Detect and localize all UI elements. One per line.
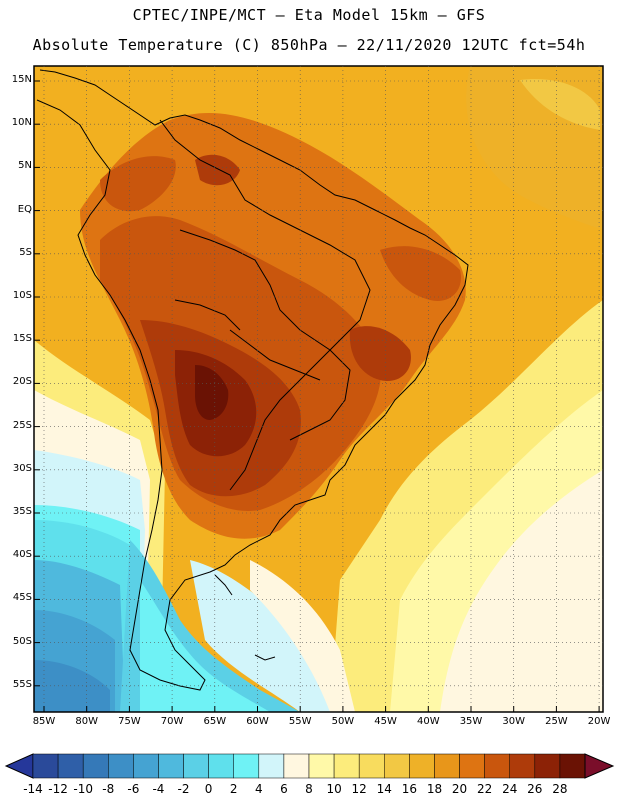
colorbar-swatch bbox=[333, 753, 360, 779]
colorbar-swatch bbox=[133, 753, 159, 779]
lat-label: 10S bbox=[12, 290, 32, 301]
colorbar-swatch bbox=[233, 753, 260, 779]
lat-label: 30S bbox=[12, 462, 32, 474]
lon-label: 20W bbox=[587, 716, 611, 727]
colorbar-label: 14 bbox=[376, 782, 392, 796]
colorbar-swatch bbox=[57, 753, 84, 779]
colorbar-label: -14 bbox=[23, 782, 43, 796]
colorbar-swatch bbox=[534, 753, 561, 779]
colorbar-label: 20 bbox=[451, 782, 468, 796]
lat-label: 40S bbox=[12, 549, 32, 561]
lat-label: 15N bbox=[11, 74, 32, 85]
colorbar-swatch bbox=[183, 753, 209, 779]
lon-label: 65W bbox=[203, 716, 227, 727]
lat-label: 25S bbox=[12, 419, 32, 431]
colorbar-swatch bbox=[409, 753, 435, 779]
lat-label: 15S bbox=[12, 333, 32, 345]
chart-title-line1: CPTEC/INPE/MCT — Eta Model 15km — GFS bbox=[132, 6, 486, 24]
colorbar-swatch bbox=[208, 753, 234, 779]
colorbar-swatch bbox=[434, 753, 460, 779]
colorbar-swatch bbox=[358, 753, 385, 779]
lat-label: 45S bbox=[12, 592, 32, 604]
colorbar-swatch bbox=[158, 753, 184, 779]
colorbar-over-arrow bbox=[584, 753, 615, 779]
colorbar-label: 26 bbox=[527, 782, 543, 796]
colorbar-label: 16 bbox=[401, 782, 417, 796]
colorbar-label: 12 bbox=[351, 782, 367, 796]
lon-label: 50W bbox=[331, 716, 355, 727]
colorbar-swatch bbox=[32, 753, 59, 779]
colorbar-label: -8 bbox=[102, 782, 115, 796]
colorbar bbox=[4, 753, 615, 779]
lat-label: 5S bbox=[19, 246, 32, 258]
lon-label: 30W bbox=[502, 716, 525, 727]
graticule-ticks bbox=[34, 80, 600, 712]
lon-label: 40W bbox=[416, 716, 440, 727]
lat-label: EQ bbox=[17, 203, 32, 215]
colorbar-swatch bbox=[258, 753, 285, 779]
lat-label: 10N bbox=[11, 117, 32, 129]
lat-label: 5N bbox=[18, 160, 32, 172]
colorbar-label: 18 bbox=[426, 782, 443, 796]
colorbar-label: -6 bbox=[127, 782, 140, 796]
map-frame bbox=[33, 65, 604, 713]
colorbar-label: 4 bbox=[254, 782, 263, 796]
lon-label: 35W bbox=[459, 716, 483, 727]
colorbar-label: -10 bbox=[73, 782, 93, 796]
lat-label: 55S bbox=[12, 678, 32, 690]
lon-label: 25W bbox=[545, 716, 568, 727]
lat-label: 20S bbox=[12, 376, 32, 388]
colorbar-swatch bbox=[308, 753, 335, 779]
lon-label: 80W bbox=[75, 716, 98, 727]
colorbar-label: 22 bbox=[476, 782, 493, 796]
lat-label: 35S bbox=[12, 506, 32, 517]
colorbar-label: 8 bbox=[305, 782, 313, 796]
lon-label: 45W bbox=[374, 716, 397, 727]
colorbar-swatch bbox=[82, 753, 109, 779]
lon-label: 70W bbox=[160, 716, 184, 727]
colorbar-label: 0 bbox=[204, 782, 213, 796]
colorbar-label: 6 bbox=[280, 782, 288, 796]
temperature-field bbox=[34, 66, 603, 712]
colorbar-label: -2 bbox=[177, 782, 190, 796]
colorbar-label: 10 bbox=[326, 782, 342, 796]
lon-label: 75W bbox=[118, 716, 141, 727]
lon-label: 85W bbox=[32, 716, 56, 727]
colorbar-label: 2 bbox=[229, 782, 238, 796]
lat-label: 50S bbox=[12, 635, 32, 647]
colorbar-swatch bbox=[484, 753, 510, 779]
lon-label: 55W bbox=[288, 716, 312, 727]
colorbar-swatch bbox=[509, 753, 536, 779]
colorbar-swatch bbox=[108, 753, 134, 779]
colorbar-under-arrow bbox=[4, 753, 34, 779]
colorbar-label: -12 bbox=[48, 782, 68, 796]
colorbar-swatch bbox=[384, 753, 410, 779]
graticule bbox=[34, 66, 603, 712]
colorbar-swatch bbox=[559, 753, 586, 779]
colorbar-label: -4 bbox=[152, 782, 165, 796]
lon-label: 60W bbox=[246, 716, 269, 727]
chart-title-line2: Absolute Temperature (C) 850hPa — 22/11/… bbox=[32, 36, 586, 54]
colorbar-label: 28 bbox=[552, 782, 568, 796]
colorbar-label: 24 bbox=[502, 782, 518, 796]
colorbar-swatch bbox=[283, 753, 310, 779]
colorbar-swatch bbox=[459, 753, 485, 779]
